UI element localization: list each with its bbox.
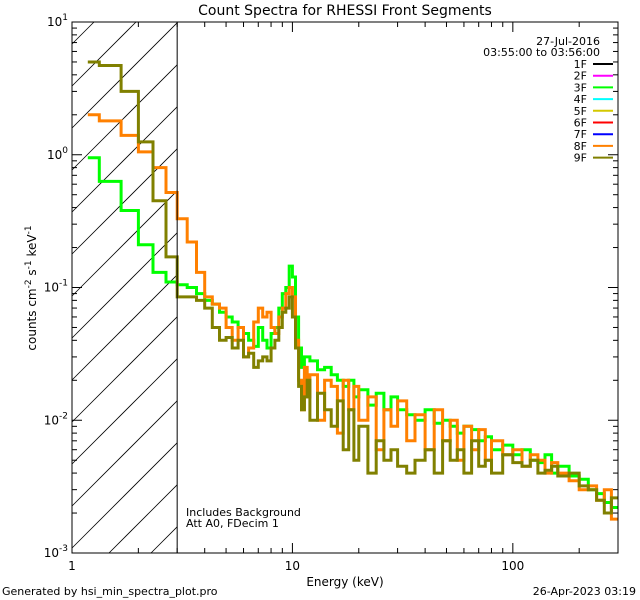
footer-timestamp: 26-Apr-2023 03:19 <box>533 585 636 598</box>
hatch-line <box>108 484 178 554</box>
hatch-line <box>71 358 178 465</box>
x-axis-label: Energy (keV) <box>306 575 383 589</box>
legend-label-3F: 3F <box>574 81 587 94</box>
y-tick-exp: 0 <box>62 146 68 156</box>
series-8F-line <box>87 113 618 521</box>
annotation-attenuator: Att A0, FDecim 1 <box>186 517 279 530</box>
y-tick-exp: -2 <box>59 411 68 421</box>
x-tick-label: 10 <box>285 559 300 573</box>
plot-frame <box>71 21 619 554</box>
legend-label-7F: 7F <box>574 128 587 141</box>
legend-label-2F: 2F <box>574 70 587 83</box>
y-label-part: counts cm <box>25 288 39 350</box>
y-tick-base: 10 <box>47 148 62 162</box>
series-group <box>87 60 618 521</box>
y-tick-label: 10-2 <box>44 411 68 427</box>
hatch-line <box>71 400 178 507</box>
legend-label-6F: 6F <box>574 117 587 130</box>
y-tick-base: 10 <box>44 281 59 295</box>
legend-label-5F: 5F <box>574 105 587 118</box>
hatch-line <box>71 21 137 87</box>
y-tick-base: 10 <box>47 15 62 29</box>
x-tick-label: 100 <box>501 559 524 573</box>
hatch-line <box>71 232 178 339</box>
footer-generated-by: Generated by hsi_min_spectra_plot.pro <box>2 585 218 598</box>
series-9F-line <box>87 60 618 515</box>
hatch-line <box>71 22 178 129</box>
hatch-line <box>71 21 95 45</box>
y-label-part: keV <box>25 234 39 261</box>
y-label-part: s <box>25 269 39 279</box>
y-tick-label: 10-1 <box>44 279 68 295</box>
hatch-line <box>71 190 178 297</box>
hatch-line <box>71 316 178 423</box>
hatch-line <box>150 526 178 554</box>
y-tick-label: 101 <box>47 13 68 29</box>
chart-title: Count Spectra for RHESSI Front Segments <box>198 3 492 19</box>
y-label-exp: -2 <box>24 279 34 288</box>
date-label: 27-Jul-2016 <box>536 35 600 48</box>
hatch-line <box>71 106 178 213</box>
y-tick-base: 10 <box>44 546 59 560</box>
x-tick-label: 1 <box>68 559 76 573</box>
y-label-exp: -1 <box>24 260 34 269</box>
x-tick-labels: 1 10 100 <box>68 559 524 573</box>
y-tick-base: 10 <box>44 413 59 427</box>
annotation-background: Includes Background <box>186 506 301 519</box>
legend-label-9F: 9F <box>574 152 587 165</box>
time-range-label: 03:55:00 to 03:56:00 <box>483 46 600 59</box>
axis-ticks <box>71 21 619 554</box>
hatch-line <box>71 442 178 549</box>
y-tick-exp: 1 <box>62 13 68 23</box>
y-tick-label: 100 <box>47 146 68 162</box>
y-tick-exp: -3 <box>59 544 68 554</box>
y-tick-label: 10-3 <box>44 544 68 560</box>
y-label-exp: -1 <box>24 225 34 234</box>
attenuator-hatch-region <box>71 21 178 554</box>
hatch-line <box>71 274 178 381</box>
y-tick-exp: -1 <box>59 279 68 289</box>
hatch-line <box>71 64 178 171</box>
legend-label-8F: 8F <box>574 140 587 153</box>
y-axis-label: counts cm-2 s-1 keV-1 <box>24 225 39 350</box>
legend-label-1F: 1F <box>574 58 587 71</box>
legend-label-4F: 4F <box>574 93 587 106</box>
